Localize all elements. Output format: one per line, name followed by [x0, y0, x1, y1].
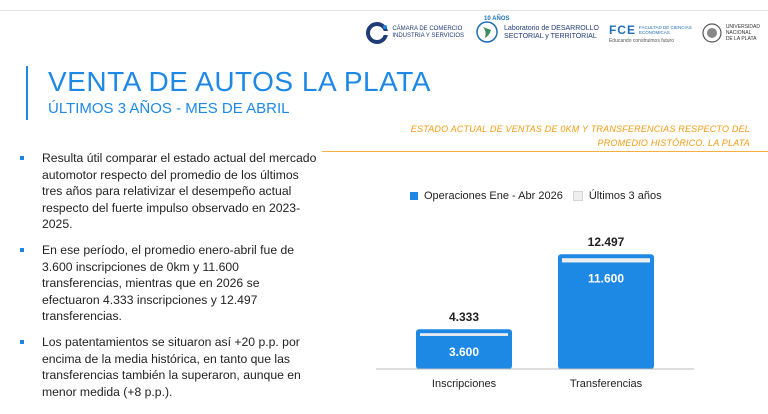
laboratorio-line-2: SECTORIAL y TERRITORIAL — [504, 33, 597, 40]
unlp-line-2: NACIONAL — [725, 30, 752, 36]
fce-line-2: ECONÓMICAS — [638, 29, 670, 35]
bar-gap-0 — [420, 333, 508, 336]
fce-line-1: FACULTAD DE CIENCIAS — [638, 24, 692, 30]
chart-title-rule — [322, 151, 768, 152]
bullet-marker — [20, 339, 24, 344]
data-label-historic: 11.600 — [588, 271, 624, 285]
bullet-item: Resulta útil comparar el estado actual d… — [18, 150, 318, 233]
legend-item-3-anios: Últimos 3 años — [572, 190, 662, 202]
laboratorio-badge: 10 AÑOS — [484, 15, 510, 22]
fce-tagline: Educando construimos futuro — [608, 37, 675, 44]
camara-comercio-logo: CÁMARA DE COMERCIO INDUSTRIA Y SERVICIOS — [366, 22, 464, 44]
fce-logo: FCE FACULTAD DE CIENCIAS ECONÓMICAS Educ… — [609, 23, 692, 44]
legend-swatch — [410, 192, 418, 200]
bar-total-1 — [558, 254, 654, 369]
unlp-logo: UNIVERSIDAD NACIONAL DE LA PLATA — [702, 23, 760, 43]
chart-legend: Operaciones Ene - Abr 2026 Últimos 3 año… — [410, 190, 662, 202]
bullet-text: Los patentamientos se situaron así +20 p… — [42, 334, 301, 399]
legend-label: Operaciones Ene - Abr 2026 — [424, 190, 563, 202]
unlp-line-3: DE LA PLATA — [725, 36, 757, 42]
data-label-historic: 3.600 — [449, 345, 479, 359]
fce-mark: FCE — [608, 22, 636, 37]
legend-label: Últimos 3 años — [588, 190, 662, 202]
bar-total-0 — [416, 329, 512, 369]
bullet-text: En ese período, el promedio enero-abril … — [42, 242, 295, 324]
category-label: Inscripciones — [432, 378, 497, 390]
top-divider — [0, 10, 768, 11]
camara-line-2: INDUSTRIA Y SERVICIOS — [392, 33, 465, 39]
legend-swatch — [572, 191, 583, 201]
data-label-total: 12.497 — [588, 235, 625, 249]
title-accent-bar — [26, 66, 28, 120]
legend-item-2026: Operaciones Ene - Abr 2026 — [410, 190, 563, 202]
bullet-item: En ese período, el promedio enero-abril … — [18, 242, 318, 325]
bullet-marker — [20, 247, 24, 252]
bullet-text: Resulta útil comparar el estado actual d… — [42, 151, 317, 232]
camara-comercio-icon — [366, 22, 389, 44]
category-label: Transferencias — [570, 378, 643, 390]
bullet-list: Resulta útil comparar el estado actual d… — [18, 150, 318, 409]
unlp-line-1: UNIVERSIDAD — [725, 24, 760, 30]
bullet-marker — [20, 156, 24, 160]
slide-title: VENTA DE AUTOS LA PLATA — [48, 66, 431, 97]
camara-line-1: CÁMARA DE COMERCIO — [392, 26, 463, 32]
logo-bar: CÁMARA DE COMERCIO INDUSTRIA Y SERVICIOS… — [366, 16, 760, 50]
laboratorio-logo: 10 AÑOS Laboratorio de DESARROLLO SECTOR… — [474, 15, 599, 49]
laboratorio-line-1: Laboratorio de DESARROLLO — [504, 25, 599, 32]
bullet-item: Los patentamientos se situaron así +20 p… — [18, 334, 318, 400]
bar-chart: 4.333 3.600 Inscripciones 12.497 11.600 Trans… — [376, 235, 694, 390]
laboratorio-globe-icon — [476, 20, 498, 43]
bar-gap-1 — [562, 258, 650, 263]
unlp-seal-icon — [702, 23, 722, 43]
data-label-total: 4.333 — [449, 310, 479, 324]
slide-subtitle: ÚLTIMOS 3 AÑOS - MES DE ABRIL — [48, 100, 290, 117]
chart-title: ESTADO ACTUAL DE VENTAS DE 0KM Y TRANSFE… — [410, 124, 750, 148]
